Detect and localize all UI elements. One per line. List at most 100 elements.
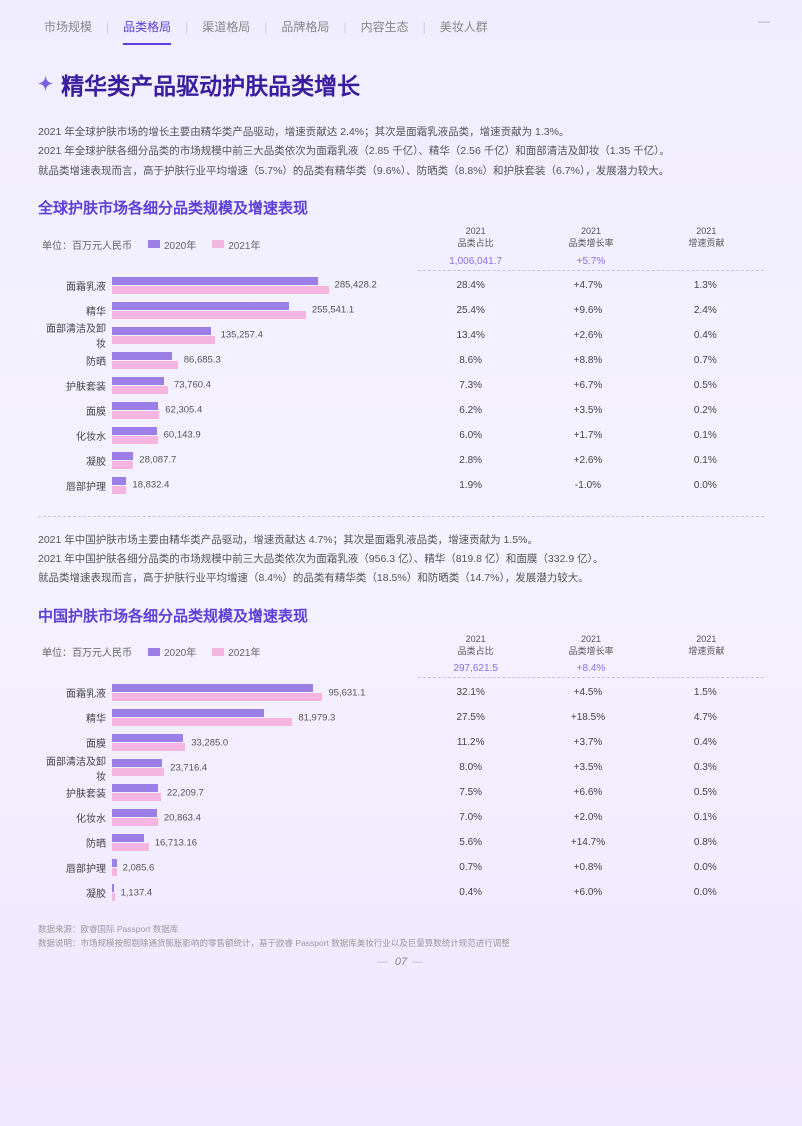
- category-label: 化妆水: [38, 428, 112, 443]
- bar-2020: [112, 759, 162, 767]
- bar-value: 86,685.3: [184, 355, 221, 366]
- bar-value: 135,257.4: [221, 330, 263, 341]
- contrib-cell: 0.1%: [647, 812, 764, 823]
- category-label: 面膜: [38, 403, 112, 418]
- contrib-cell: 0.5%: [647, 787, 764, 798]
- category-label: 唇部护理: [38, 860, 112, 875]
- bar-2021: [112, 793, 161, 801]
- category-label: 凝胶: [38, 453, 112, 468]
- bar-2020: [112, 277, 318, 285]
- bar-2020: [112, 884, 114, 892]
- growth-cell: +4.7%: [529, 280, 646, 291]
- share-cell: 2.8%: [412, 455, 529, 466]
- bar-2021: [112, 336, 215, 344]
- growth-cell: +14.7%: [529, 837, 646, 848]
- bar-2020: [112, 427, 157, 435]
- note-label: 数据说明：: [38, 938, 81, 948]
- share-cell: 0.4%: [412, 887, 529, 898]
- table-row: 化妆水 20,863.4 7.0% +2.0% 0.1%: [38, 805, 764, 830]
- bar-2020: [112, 734, 183, 742]
- bar-value: 60,143.9: [164, 430, 201, 441]
- table-row: 防晒 86,685.3 8.6% +8.8% 0.7%: [38, 348, 764, 373]
- nav-tab[interactable]: 美妆人群: [426, 14, 502, 39]
- bar-2020: [112, 859, 117, 867]
- growth-cell: +9.6%: [529, 305, 646, 316]
- bar-2020: [112, 377, 164, 385]
- table-row: 精华 81,979.3 27.5% +18.5% 4.7%: [38, 705, 764, 730]
- legend-2021: 2021年: [212, 644, 260, 659]
- contrib-cell: 2.4%: [647, 305, 764, 316]
- bar-value: 23,716.4: [170, 762, 207, 773]
- unit-label: 单位：百万元人民币: [42, 237, 132, 252]
- bar-2021: [112, 868, 117, 876]
- contrib-cell: 0.4%: [647, 737, 764, 748]
- table-row: 护肤套装 73,760.4 7.3% +6.7% 0.5%: [38, 373, 764, 398]
- nav-tab[interactable]: 渠道格局: [188, 14, 264, 39]
- bar-value: 22,209.7: [167, 787, 204, 798]
- menu-icon[interactable]: —: [758, 14, 772, 39]
- bar-2021: [112, 386, 168, 394]
- legend-2021: 2021年: [212, 237, 260, 252]
- legend-2020: 2020年: [148, 237, 196, 252]
- note-text: 市场规模按照剔除通货膨胀影响的零售额统计，基于欧睿 Passport 数据库美妆…: [81, 938, 510, 948]
- share-cell: 7.0%: [412, 812, 529, 823]
- category-label: 护肤套装: [38, 785, 112, 800]
- category-label: 唇部护理: [38, 478, 112, 493]
- table-row: 凝胶 28,087.7 2.8% +2.6% 0.1%: [38, 448, 764, 473]
- nav-tab[interactable]: 内容生态: [347, 14, 423, 39]
- contrib-cell: 0.1%: [647, 430, 764, 441]
- category-label: 面霜乳液: [38, 685, 112, 700]
- intro-china: 2021 年中国护肤市场主要由精华类产品驱动，增速贡献达 4.7%；其次是面霜乳…: [38, 531, 764, 589]
- bar-2021: [112, 311, 306, 319]
- bar-value: 2,085.6: [123, 862, 155, 873]
- contrib-cell: 0.8%: [647, 837, 764, 848]
- nav-tab[interactable]: 品牌格局: [267, 14, 343, 39]
- category-label: 面霜乳液: [38, 278, 112, 293]
- table-row: 唇部护理 2,085.6 0.7% +0.8% 0.0%: [38, 855, 764, 880]
- bar-value: 255,541.1: [312, 305, 354, 316]
- share-cell: 8.0%: [412, 762, 529, 773]
- bar-2021: [112, 461, 133, 469]
- bar-value: 28,087.7: [139, 455, 176, 466]
- nav-tabs: 市场规模|品类格局|渠道格局|品牌格局|内容生态|美妆人群—: [0, 0, 802, 39]
- share-cell: 28.4%: [412, 280, 529, 291]
- table-row: 面膜 33,285.0 11.2% +3.7% 0.4%: [38, 730, 764, 755]
- table-row: 化妆水 60,143.9 6.0% +1.7% 0.1%: [38, 423, 764, 448]
- intro-global: 2021 年全球护肤市场的增长主要由精华类产品驱动，增速贡献达 2.4%；其次是…: [38, 123, 764, 181]
- bar-value: 81,979.3: [298, 712, 335, 723]
- total-row: 1,006,041.7+5.7%: [38, 256, 764, 271]
- growth-cell: +0.8%: [529, 862, 646, 873]
- bar-value: 18,832.4: [132, 480, 169, 491]
- bar-value: 73,760.4: [174, 380, 211, 391]
- contrib-cell: 0.1%: [647, 455, 764, 466]
- bar-value: 285,428.2: [335, 280, 377, 291]
- bar-2020: [112, 834, 144, 842]
- bar-2021: [112, 486, 126, 494]
- legend-2020: 2020年: [148, 644, 196, 659]
- share-cell: 1.9%: [412, 480, 529, 491]
- page-title: 精华类产品驱动护肤品类增长: [38, 67, 764, 101]
- category-label: 精华: [38, 303, 112, 318]
- bar-2021: [112, 718, 292, 726]
- growth-cell: +6.0%: [529, 887, 646, 898]
- table-row: 面霜乳液 95,631.1 32.1% +4.5% 1.5%: [38, 680, 764, 705]
- share-cell: 6.2%: [412, 405, 529, 416]
- share-cell: 8.6%: [412, 355, 529, 366]
- source-label: 数据来源：: [38, 924, 81, 934]
- chart-title: 中国护肤市场各细分品类规模及增速表现: [38, 605, 764, 626]
- bar-2021: [112, 411, 159, 419]
- table-header: 2021品类占比 2021品类增长率 2021增速贡献: [418, 224, 764, 251]
- nav-tab[interactable]: 市场规模: [30, 14, 106, 39]
- growth-cell: -1.0%: [529, 480, 646, 491]
- contrib-cell: 0.0%: [647, 480, 764, 491]
- bar-2021: [112, 693, 322, 701]
- growth-cell: +6.7%: [529, 380, 646, 391]
- bar-2021: [112, 893, 115, 901]
- bar-2021: [112, 743, 185, 751]
- category-label: 化妆水: [38, 810, 112, 825]
- bar-value: 62,305.4: [165, 405, 202, 416]
- table-row: 面霜乳液 285,428.2 28.4% +4.7% 1.3%: [38, 273, 764, 298]
- category-label: 面膜: [38, 735, 112, 750]
- category-label: 精华: [38, 710, 112, 725]
- nav-tab[interactable]: 品类格局: [109, 14, 185, 39]
